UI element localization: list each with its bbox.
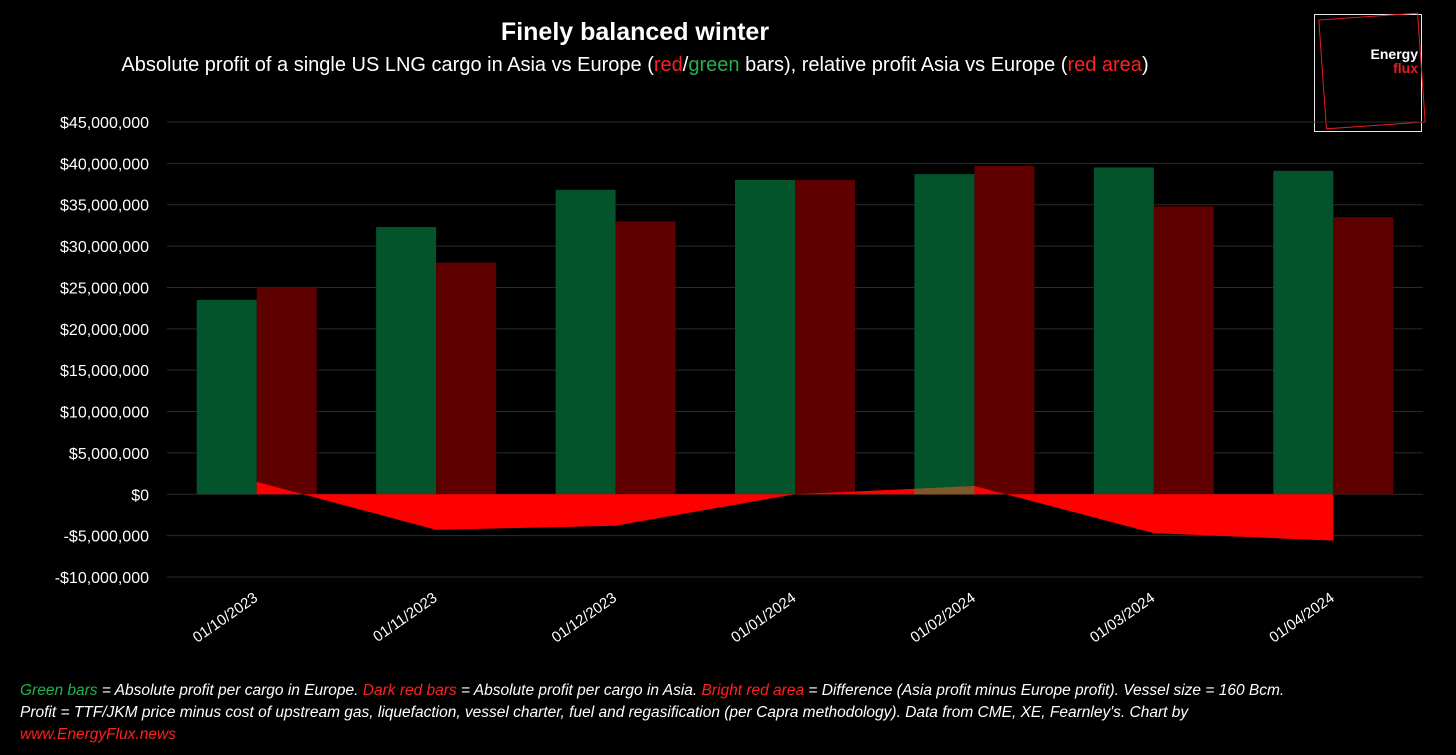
difference-overlap-shape — [914, 486, 975, 495]
asia-profit-bar — [795, 179, 855, 495]
asia-profit-bar — [1333, 217, 1394, 495]
footer-line-2: Profit = TTF/JKM price minus cost of ups… — [20, 704, 1189, 721]
logo-frame-white — [1314, 14, 1422, 132]
x-tick-label: 01/11/2023 — [370, 589, 440, 645]
x-tick-label: 01/01/2024 — [728, 589, 799, 646]
logo-word-flux: flux — [1393, 60, 1418, 76]
footer-notes: Green bars = Absolute profit per cargo i… — [20, 680, 1440, 746]
europe-profit-bar — [376, 227, 437, 495]
y-tick-label: $5,000,000 — [69, 446, 149, 463]
asia-profit-bar — [974, 165, 1035, 495]
y-tick-label: $25,000,000 — [60, 280, 149, 297]
footer-text-b: = Absolute profit per cargo in Asia. — [456, 682, 702, 699]
y-axis-labels: $45,000,000 $40,000,000 $35,000,000 $30,000… — [55, 115, 149, 587]
asia-profit-bar — [256, 287, 317, 495]
x-tick-label: 01/10/2023 — [190, 589, 261, 646]
chart-title: Finely balanced winter — [500, 18, 770, 46]
y-tick-label: $35,000,000 — [60, 198, 149, 215]
x-tick-label: 01/12/2023 — [549, 589, 620, 646]
y-tick-label: $20,000,000 — [60, 322, 149, 339]
y-tick-label: $10,000,000 — [60, 405, 149, 422]
footer-text-c: = Difference (Asia profit minus Europe p… — [804, 682, 1285, 699]
subtitle-slash: / — [682, 54, 689, 76]
y-tick-label: $45,000,000 — [60, 115, 149, 132]
footer-bright-red-area: Bright red area — [701, 682, 805, 699]
logo-word-energy: Energy — [1370, 46, 1418, 62]
x-tick-label: 01/03/2024 — [1087, 589, 1158, 646]
asia-profit-bar — [1153, 206, 1214, 495]
energyflux-logo: Energy flux — [1314, 12, 1426, 132]
x-tick-label: 01/02/2024 — [907, 589, 978, 646]
subtitle-text-2: bars), relative profit Asia vs Europe ( — [739, 54, 1068, 76]
europe-profit-bar — [1093, 167, 1154, 495]
footer-line-1: Green bars = Absolute profit per cargo i… — [20, 680, 1440, 702]
asia-profit-bar — [615, 221, 676, 495]
y-tick-label: $0 — [131, 487, 149, 504]
footer-text-a: = Absolute profit per cargo in Europe. — [97, 682, 363, 699]
footer-link[interactable]: www.EnergyFlux.news — [20, 726, 176, 743]
europe-profit-bar — [196, 299, 257, 495]
asia-profit-bar — [436, 262, 497, 495]
difference-area — [256, 481, 1334, 541]
bars — [196, 165, 1394, 495]
y-tick-label: $30,000,000 — [60, 239, 149, 256]
europe-profit-bar — [914, 174, 975, 495]
difference-area-shape — [256, 481, 1334, 541]
x-tick-label: 01/04/2024 — [1266, 589, 1337, 646]
subtitle-text-1: Absolute profit of a single US LNG cargo… — [121, 54, 654, 76]
x-axis-labels: 01/10/2023 01/11/2023 01/12/2023 01/01/2024… — [190, 589, 1338, 646]
subtitle-text-3: ) — [1141, 54, 1149, 76]
subtitle-red-word: red — [653, 54, 683, 76]
footer-dark-red-bars: Dark red bars — [362, 682, 457, 699]
footer-green-bars: Green bars — [20, 682, 98, 699]
europe-profit-bar — [555, 189, 616, 495]
europe-profit-bar — [1273, 170, 1334, 495]
y-tick-label: -$10,000,000 — [55, 570, 149, 587]
y-tick-label: -$5,000,000 — [64, 529, 150, 546]
chart-subtitle: Absolute profit of a single US LNG cargo… — [0, 54, 1270, 77]
subtitle-red-area-words: red area — [1067, 54, 1142, 76]
y-tick-label: $15,000,000 — [60, 363, 149, 380]
europe-profit-bar — [735, 179, 795, 495]
subtitle-green-word: green — [688, 54, 740, 76]
y-tick-label: $40,000,000 — [60, 156, 149, 173]
